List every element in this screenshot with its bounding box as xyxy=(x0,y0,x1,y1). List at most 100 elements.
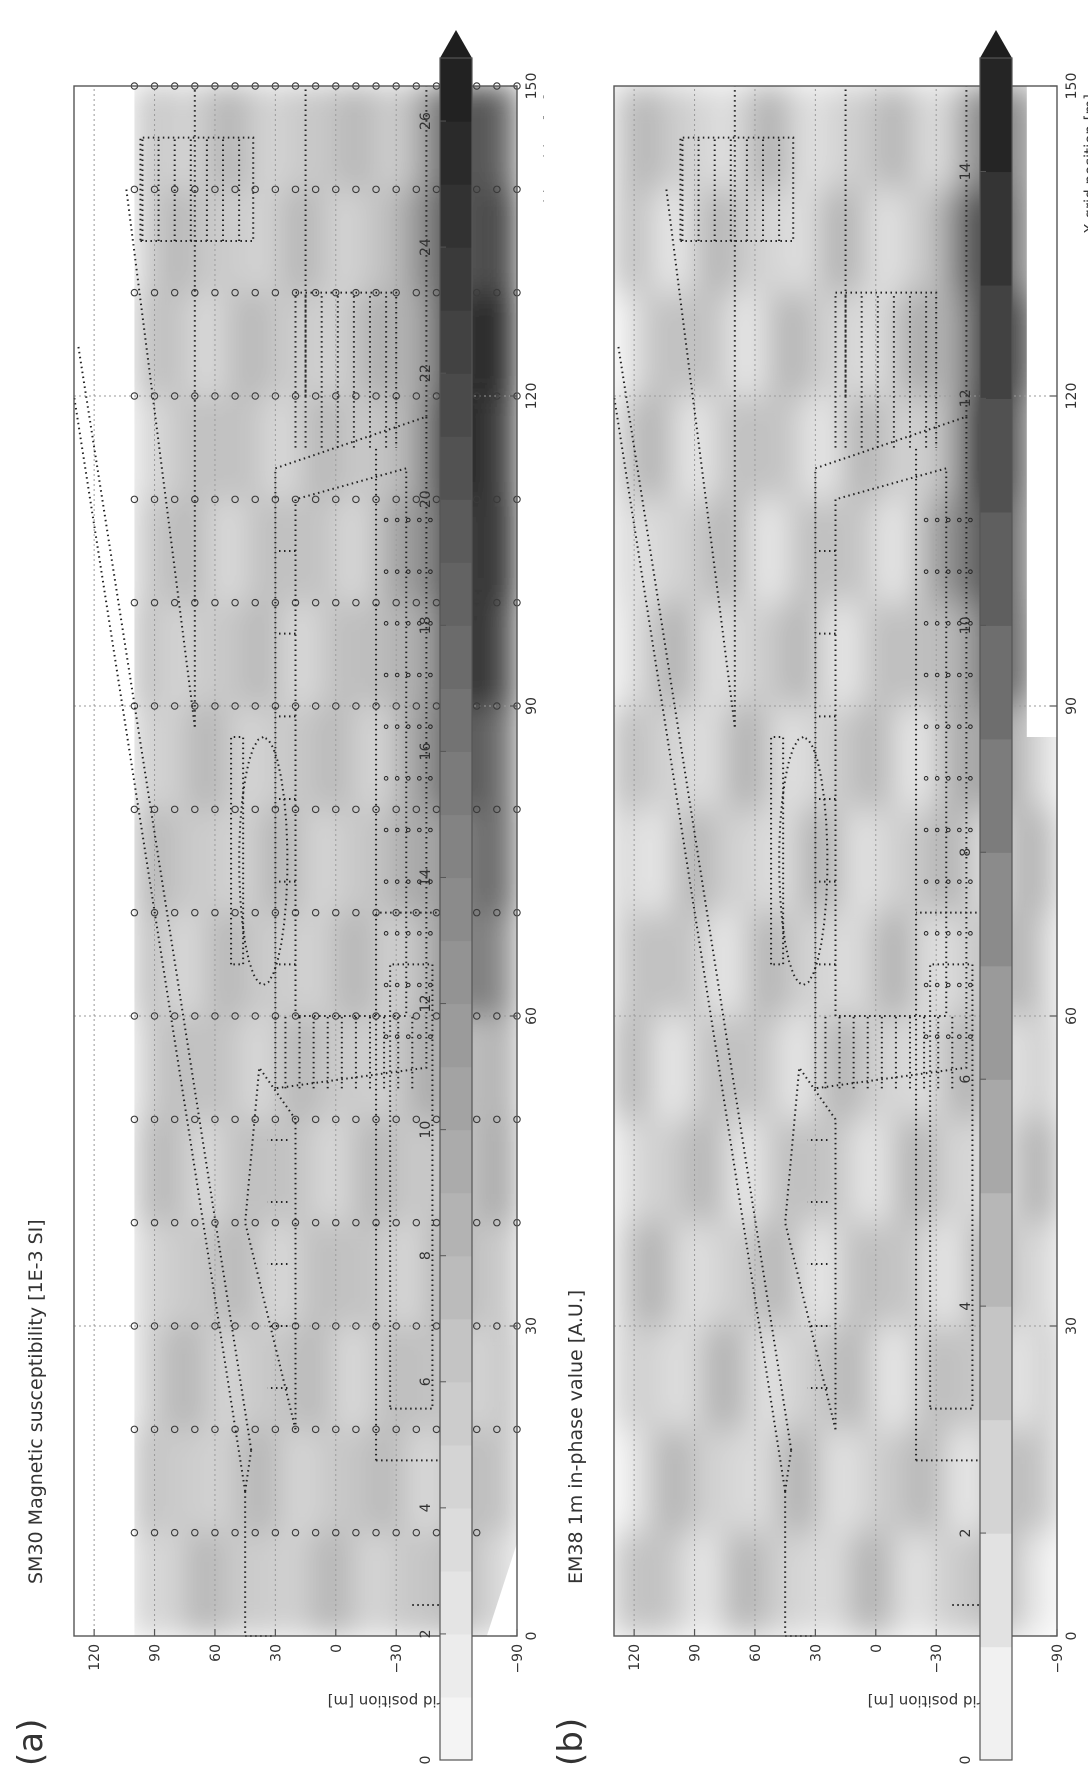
x-tick-label: 90 xyxy=(524,697,540,715)
heat-cell xyxy=(335,1531,357,1636)
heat-cell xyxy=(614,85,636,190)
outline-pit xyxy=(934,724,940,729)
heat-cell xyxy=(416,808,438,913)
sample-point xyxy=(271,185,280,194)
heat-cell xyxy=(376,1531,398,1636)
outline-pit xyxy=(934,621,940,626)
heat-cell xyxy=(1036,1325,1059,1430)
heat-cell xyxy=(355,1325,378,1430)
heat-cell xyxy=(775,1428,797,1533)
panel-a: 0306090120150X grid position [m]12090603… xyxy=(4,0,607,1774)
edge-mask xyxy=(4,0,544,86)
colorbar-segment xyxy=(980,1646,1012,1761)
heat-cell xyxy=(875,1014,897,1120)
heat-cell xyxy=(754,601,777,706)
sample-point xyxy=(211,702,219,710)
outline-pit xyxy=(394,982,400,988)
colorbar-segment xyxy=(440,1066,472,1131)
outline-pit xyxy=(394,672,400,678)
sample-point xyxy=(231,1528,239,1537)
heat-cell xyxy=(154,1531,176,1636)
heat-cell xyxy=(255,704,277,810)
heat-cell xyxy=(376,1221,398,1326)
heat-cell xyxy=(255,85,277,190)
heat-cell xyxy=(1036,1531,1059,1636)
heat-cell xyxy=(916,1221,938,1326)
panel-title: SM30 Magnetic susceptibility [1E-3 SI] xyxy=(25,1219,47,1584)
heat-cell xyxy=(416,1531,438,1636)
sample-point xyxy=(251,908,259,917)
heat-cell xyxy=(614,188,636,293)
heat-cell xyxy=(396,911,418,1016)
heat-cell xyxy=(376,1428,398,1533)
heat-cell xyxy=(795,1014,817,1120)
sample-point xyxy=(130,1425,139,1434)
heat-cell xyxy=(875,808,897,913)
heat-cell xyxy=(754,1118,777,1223)
heat-cell xyxy=(795,1531,817,1636)
heat-cell xyxy=(496,1221,519,1326)
heat-cell xyxy=(335,1014,357,1120)
heat-cell xyxy=(754,1428,777,1533)
heat-cell xyxy=(754,1221,777,1326)
heat-cell xyxy=(654,1325,676,1430)
sample-point xyxy=(231,1322,239,1330)
sample-point xyxy=(472,288,481,297)
heat-cell xyxy=(956,498,978,603)
sample-point xyxy=(130,1115,139,1124)
colorbar-segment xyxy=(440,1129,472,1194)
heat-cell xyxy=(815,85,837,190)
heat-cell xyxy=(754,704,777,810)
heat-cell xyxy=(936,601,958,706)
heat-cell xyxy=(416,498,438,603)
outline-diagonal xyxy=(665,189,736,727)
heat-cell xyxy=(396,395,418,500)
sample-point xyxy=(191,1218,199,1227)
sample-point xyxy=(472,495,481,504)
outline-pit xyxy=(383,931,389,936)
heat-cell xyxy=(154,498,176,603)
sample-point xyxy=(191,1012,199,1020)
sample-point xyxy=(352,1425,360,1434)
heat-cell xyxy=(614,1014,636,1120)
heat-cell xyxy=(895,1014,918,1120)
heat-cell xyxy=(295,808,317,913)
sample-point xyxy=(170,1012,179,1020)
heat-cell xyxy=(214,1531,237,1636)
heat-cell xyxy=(936,188,958,293)
heat-cell xyxy=(714,85,736,190)
heat-cell xyxy=(335,808,357,913)
sample-point xyxy=(231,805,239,814)
heat-cell xyxy=(154,1325,176,1430)
heat-cell xyxy=(775,1118,797,1223)
heat-cell xyxy=(476,291,498,396)
colorbar-segment xyxy=(980,1306,1012,1421)
sample-point xyxy=(150,598,159,607)
x-tick-label: 120 xyxy=(1064,383,1080,410)
outline-pit xyxy=(945,621,951,626)
outline-pit xyxy=(417,517,422,523)
sample-point xyxy=(311,1528,320,1537)
heat-cell xyxy=(895,808,918,913)
panel-title: EM38 1m in-phase value [A.U.] xyxy=(565,1290,587,1584)
colorbar-segment xyxy=(980,171,1012,286)
heat-cell xyxy=(275,1325,297,1430)
sample-point xyxy=(291,1322,300,1330)
heat-cell xyxy=(674,395,696,500)
heat-cell xyxy=(815,291,837,396)
heat-cell xyxy=(174,395,196,500)
outline-pit xyxy=(383,1034,389,1039)
heat-cell xyxy=(1036,1221,1059,1326)
outline-pit xyxy=(968,879,973,884)
heat-cell xyxy=(194,1325,216,1430)
heat-cell xyxy=(134,395,156,500)
heat-cell xyxy=(654,85,676,190)
heat-cell xyxy=(194,291,216,396)
site-outline-overlay xyxy=(613,86,984,1637)
sample-point xyxy=(332,908,340,917)
colorbar-segment xyxy=(980,738,1012,853)
heat-cell xyxy=(134,1118,156,1223)
heat-cell xyxy=(714,808,736,913)
sample-point xyxy=(472,908,481,917)
